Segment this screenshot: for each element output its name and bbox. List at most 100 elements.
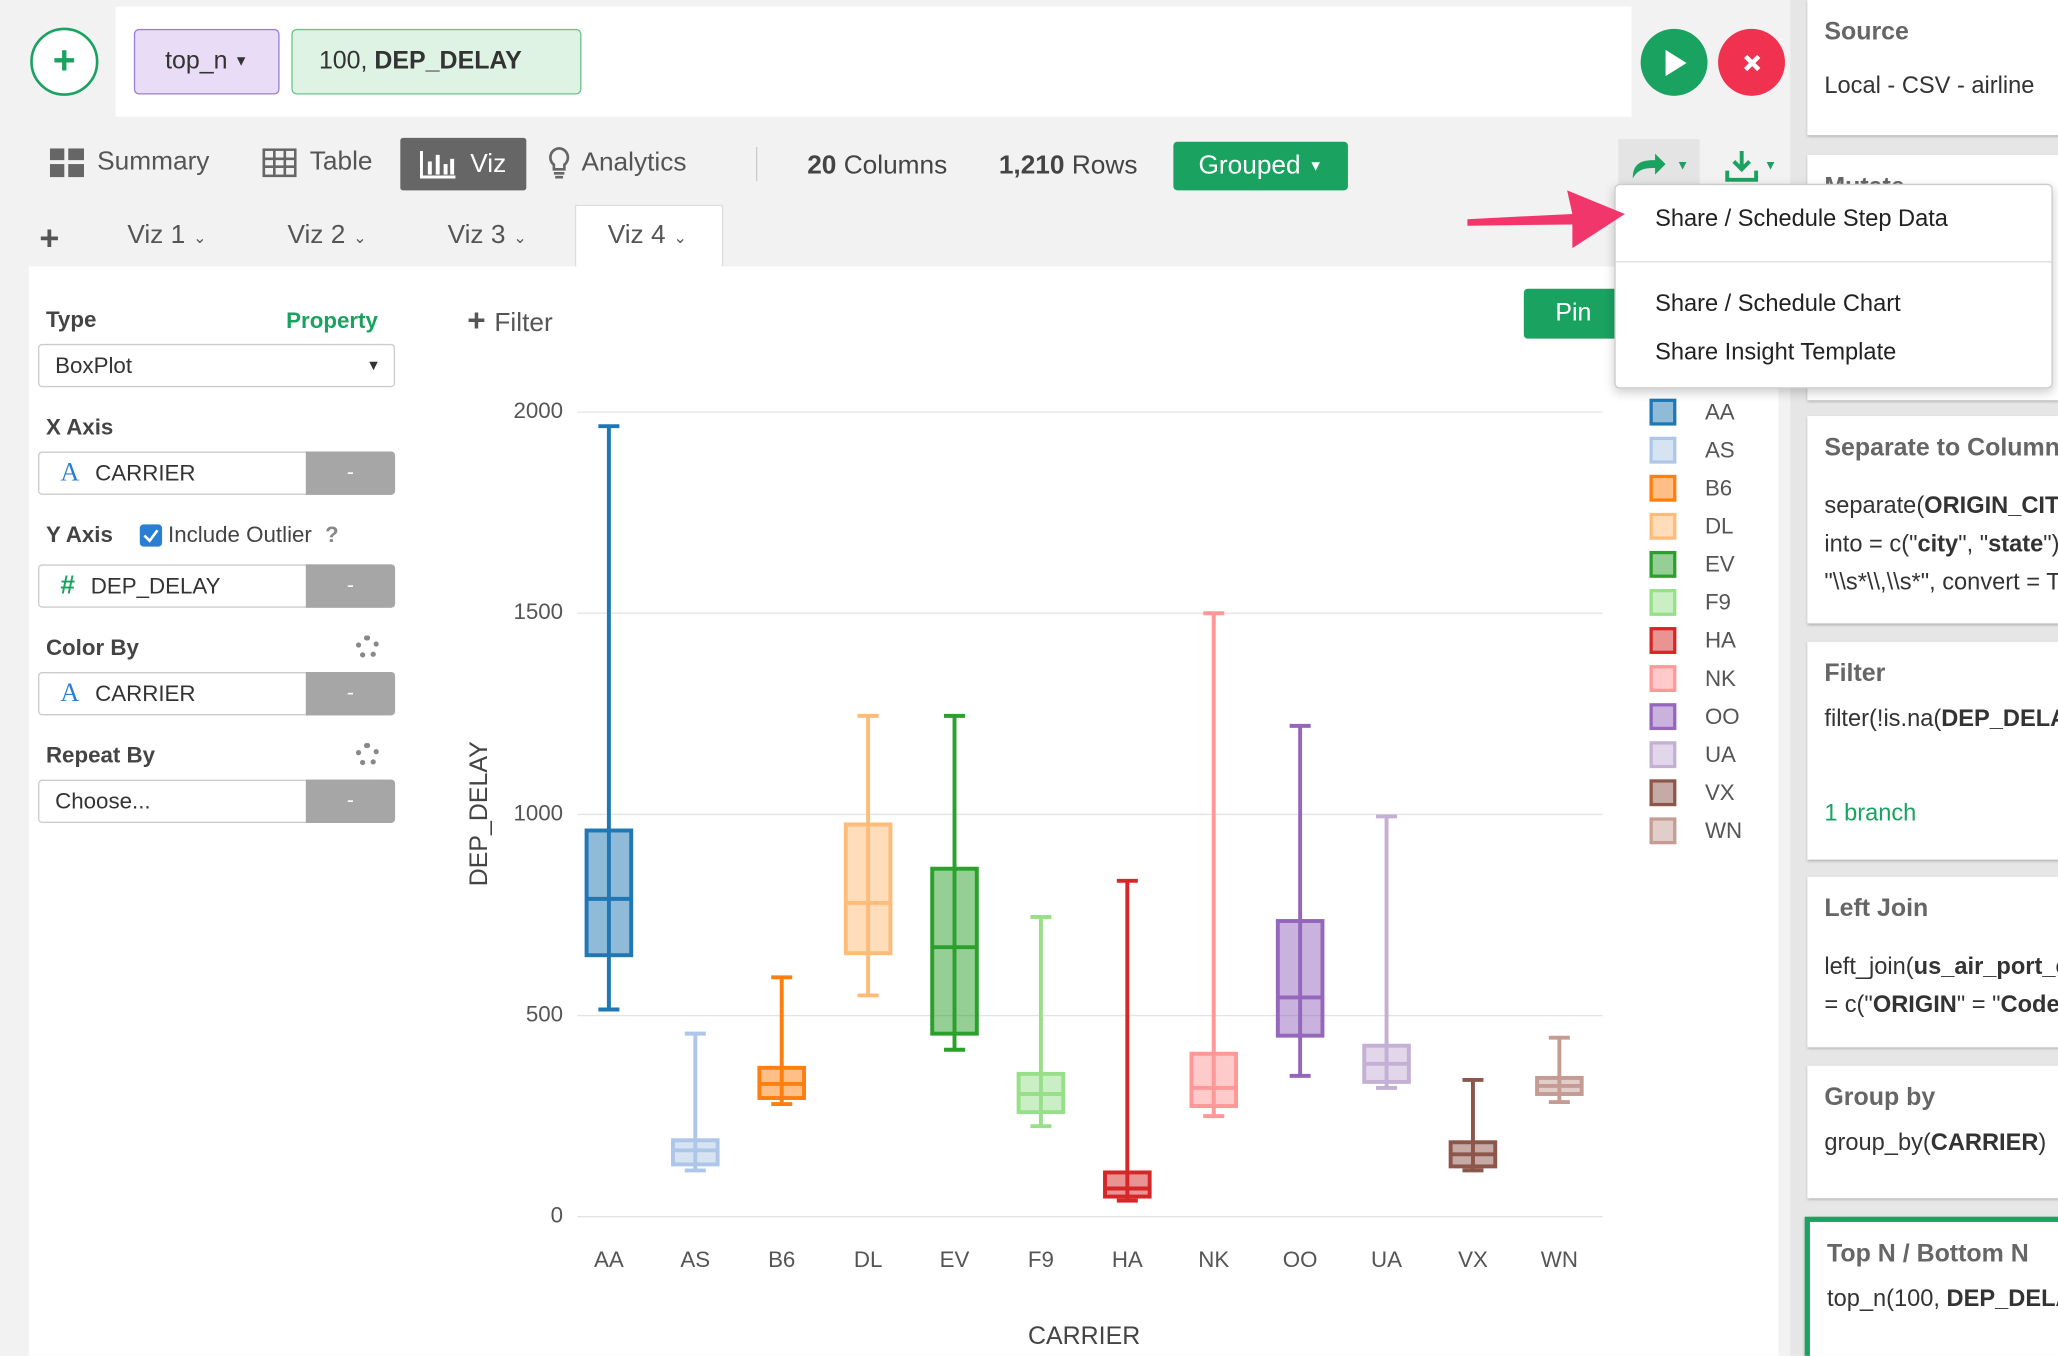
step-card[interactable]: Filter filter(!is.na(DEP_DELAY)) 1 branch [1807, 641, 2058, 860]
pointer-arrow [1467, 190, 1625, 249]
color-by-value: CARRIER [95, 680, 196, 706]
box [671, 1031, 720, 1173]
filter-button[interactable]: + Filter [467, 303, 553, 339]
box-body [1189, 1051, 1239, 1109]
include-outlier-label: Include Outlier [168, 522, 312, 548]
menu-divider [1615, 261, 2052, 263]
command-args[interactable]: 100, DEP_DELAY [291, 28, 582, 95]
code-segment: "\\s*\\,\\s*", convert = TRUE) [1824, 568, 2058, 595]
menu-item[interactable]: Share Insight Template [1655, 338, 1897, 365]
remove-y-button[interactable]: - [305, 564, 396, 608]
pin-label: Pin [1555, 299, 1592, 327]
grouped-label: Grouped [1198, 150, 1301, 180]
step-code-line: Local - CSV - airline [1824, 72, 2034, 100]
step-card[interactable]: Separate to Columns separate(ORIGIN_CITY_… [1807, 416, 2058, 624]
branch-link[interactable]: 1 branch [1824, 799, 1917, 826]
color-settings-icon[interactable] [355, 635, 380, 659]
legend-label: VX [1705, 780, 1735, 805]
menu-item[interactable]: Share / Schedule Chart [1655, 290, 1901, 317]
viz-tab[interactable]: Viz 3 ⌄ [448, 221, 527, 251]
cancel-button[interactable] [1718, 28, 1785, 96]
type-select[interactable]: BoxPlot ▼ [38, 343, 396, 388]
remove-x-button[interactable]: - [305, 451, 396, 495]
x-axis-title: CARRIER [1028, 1322, 1140, 1350]
step-card[interactable]: Top N / Bottom N top_n(100, DEP_DELAY) [1804, 1216, 2058, 1356]
legend-label: UA [1705, 742, 1736, 767]
remove-repeat-button[interactable]: - [305, 779, 396, 823]
type-value: BoxPlot [55, 352, 133, 378]
code-segment: DEP_DELAY [1946, 1284, 2058, 1312]
legend-swatch [1649, 703, 1677, 731]
step-code-line: top_n(100, DEP_DELAY) [1827, 1285, 2058, 1313]
step-title: Top N / Bottom N [1827, 1240, 2029, 1268]
analytics-tab[interactable]: Analytics [547, 146, 686, 180]
viz-tab[interactable]: Viz 2 ⌄ [287, 221, 366, 251]
step-title: Filter [1824, 660, 1886, 688]
code-segment: "), sep = [2043, 530, 2058, 557]
legend-label: F9 [1705, 590, 1731, 615]
legend-swatch [1649, 627, 1677, 654]
step-code-line: separate(ORIGIN_CITY_NAME, [1824, 492, 2058, 520]
step-card[interactable]: Source Local - CSV - airline [1807, 0, 2058, 136]
legend-swatch [1649, 588, 1677, 616]
x-tick-label: AS [680, 1247, 710, 1272]
table-tab[interactable]: Table [262, 147, 373, 177]
type-label: Type [45, 307, 97, 333]
divider [756, 147, 758, 182]
legend-swatch [1649, 779, 1677, 807]
code-segment: separate( [1824, 492, 1925, 519]
repeat-settings-icon[interactable] [355, 742, 380, 767]
grouped-button[interactable]: Grouped ▼ [1173, 141, 1348, 191]
viz-tab-label: Viz 1 [127, 220, 186, 250]
x-tick-label: B6 [768, 1247, 795, 1272]
summary-tab[interactable]: Summary [49, 147, 209, 177]
columns-number: 20 [807, 150, 837, 180]
viz-icon [420, 150, 456, 179]
download-button[interactable]: ▼ [1714, 139, 1788, 192]
code-segment: ORIGIN_CITY_NAME [1924, 492, 2058, 519]
add-viz-button[interactable]: + [39, 217, 60, 258]
viz-tab[interactable]: Viz 4 ⌄ [608, 221, 687, 251]
legend-swatch [1649, 550, 1677, 578]
code-segment: CARRIER [1930, 1128, 2039, 1155]
run-button[interactable] [1640, 28, 1708, 96]
box-body [671, 1138, 720, 1167]
legend-swatch [1649, 398, 1677, 426]
y-tick-label: 500 [526, 1001, 563, 1026]
menu-item[interactable]: Share / Schedule Step Data [1655, 204, 1948, 231]
box [1103, 878, 1152, 1203]
share-button[interactable]: ▼ [1618, 139, 1700, 192]
step-code-line: into = c("city", "state"), sep = [1824, 530, 2058, 558]
command-select[interactable]: top_n ▼ [133, 28, 280, 95]
step-card[interactable]: Group by group_by(CARRIER) [1807, 1065, 2058, 1199]
step-title: Group by [1824, 1084, 1936, 1112]
share-menu: Share / Schedule Step Data Share / Sched… [1614, 183, 2053, 389]
y-tick-label: 2000 [513, 398, 563, 423]
viz-tab[interactable]: Viz 1 ⌄ [127, 221, 206, 251]
legend-label: EV [1705, 552, 1735, 577]
y-axis-value: DEP_DELAY [90, 572, 221, 598]
legend-label: HA [1705, 628, 1736, 653]
y-axis-label: Y Axis [45, 522, 113, 548]
y-tick-label: 1000 [513, 800, 563, 825]
code-segment: Code [2000, 990, 2058, 1018]
x-tick-label: EV [940, 1247, 970, 1272]
summary-icon [49, 147, 84, 177]
viz-tab[interactable]: Viz [400, 137, 527, 191]
repeat-by-value: Choose... [55, 788, 151, 814]
box [1535, 1035, 1584, 1105]
rows-count: 1,210 Rows [999, 151, 1138, 181]
help-icon[interactable]: ? [325, 522, 339, 548]
add-step-button[interactable]: + [30, 27, 99, 96]
legend-swatch [1649, 665, 1677, 693]
include-outlier[interactable]: Include Outlier? [139, 522, 339, 548]
step-title: Left Join [1824, 895, 1929, 923]
legend-label: AS [1705, 437, 1735, 462]
dropdown-caret: ⌄ [193, 228, 207, 247]
viz-tab-label: Viz 4 [607, 220, 666, 250]
step-card[interactable]: Left Join left_join(us_air_port_codes, by… [1807, 876, 2058, 1048]
remove-color-button[interactable]: - [305, 672, 396, 716]
property-link[interactable]: Property [286, 308, 378, 334]
